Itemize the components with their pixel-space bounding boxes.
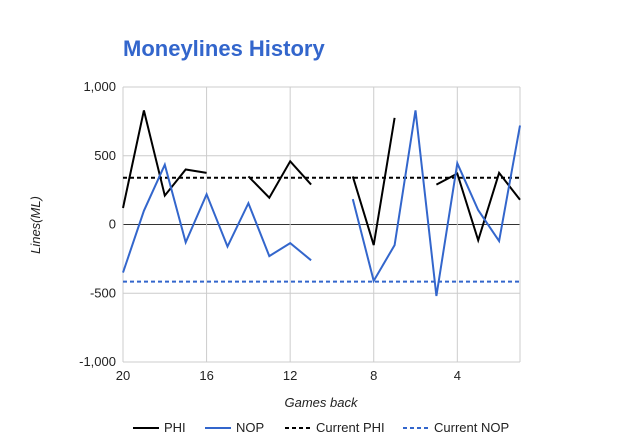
legend: PHI NOP Current PHI Current NOP [133,420,509,435]
legend-label: Current PHI [316,420,385,435]
x-axis-title: Games back [285,395,359,410]
legend-label: PHI [164,420,186,435]
series-phi-line [351,117,396,246]
x-tick-label: 12 [283,368,297,383]
x-tick-label: 4 [454,368,461,383]
series-phi-line [435,170,521,244]
y-tick-label: -1,000 [79,354,116,369]
x-tick-label: 16 [199,368,213,383]
x-tick-label: 8 [370,368,377,383]
y-tick-label: 0 [109,217,116,232]
y-tick-label: 1,000 [83,79,116,94]
series-lines [122,110,521,297]
legend-label: NOP [236,420,264,435]
series-nop-line [122,161,312,273]
y-axis-title: Lines(ML) [28,196,43,254]
series-phi-line [122,110,207,209]
x-tick-label: 20 [116,368,130,383]
chart-title: Moneylines History [123,36,325,61]
series-nop-line [351,110,521,297]
legend-label: Current NOP [434,420,509,435]
grid-lines [122,86,521,363]
y-tick-label: 500 [94,148,116,163]
y-tick-label: -500 [90,285,116,300]
series-phi-line [247,159,312,200]
reference-lines [123,176,520,283]
